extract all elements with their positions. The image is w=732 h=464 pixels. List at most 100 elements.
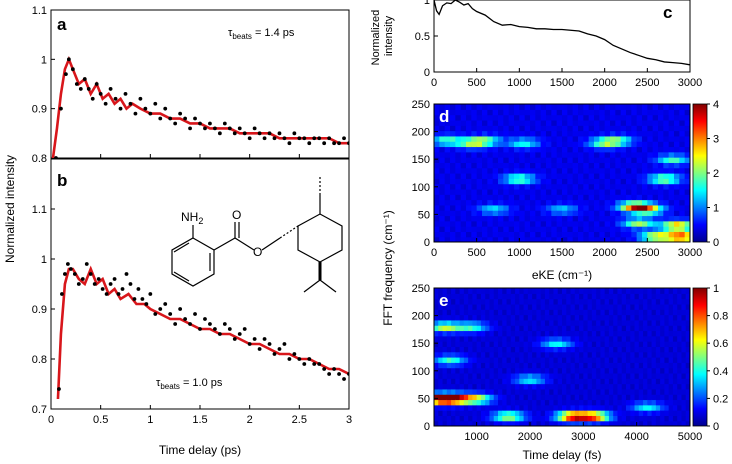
heatmap-cell (466, 178, 472, 185)
heatmap-cell (463, 357, 469, 363)
heatmap-cell (642, 194, 648, 201)
heatmap-cell (536, 399, 542, 406)
heatmap-cell (658, 157, 664, 163)
heatmap-cell (482, 151, 488, 158)
heatmap-cell (482, 141, 488, 148)
heatmap-cell (626, 114, 632, 121)
heatmap-cell (562, 162, 568, 169)
heatmap-cell (439, 178, 446, 185)
heatmap-cell (498, 183, 504, 190)
heatmap-cell (508, 236, 515, 242)
heatmap-cell (572, 114, 579, 121)
heatmap-cell (647, 341, 653, 347)
heatmap-cell (556, 109, 563, 116)
heatmap-cell (455, 167, 462, 174)
heatmap-cell (572, 130, 579, 137)
heatmap-cell (643, 410, 648, 416)
heatmap-cell (672, 288, 678, 294)
heatmap-cell (668, 178, 675, 185)
heatmap-cell (503, 109, 510, 116)
heatmap-cell (679, 162, 686, 169)
heatmap-cell (482, 162, 488, 169)
data-point (84, 262, 89, 266)
heatmap-cell (677, 330, 683, 337)
heatmap-cell (615, 231, 622, 238)
heatmap-cell (604, 119, 611, 126)
heatmap-cell (630, 330, 636, 337)
heatmap-cell (574, 388, 580, 395)
heatmap-cell (647, 125, 654, 132)
heatmap-cell (466, 119, 472, 126)
heatmap-cell (583, 388, 589, 395)
heatmap-cell (492, 204, 499, 211)
heatmap-cell (476, 372, 482, 379)
heatmap-cell (600, 372, 606, 379)
heatmap-cell (591, 388, 597, 395)
heatmap-cell (489, 357, 495, 363)
heatmap-cell (610, 146, 616, 153)
heatmap-cell (570, 298, 576, 305)
heatmap-cell (668, 410, 674, 416)
heatmap-cell (514, 231, 520, 238)
heatmap-cell (492, 215, 499, 222)
y-tick-label: 0 (424, 237, 430, 249)
heatmap-cell (553, 357, 559, 363)
heatmap-cell (660, 394, 665, 401)
heatmap-cell (626, 383, 631, 390)
heatmap-cell (660, 388, 665, 395)
heatmap-cell (519, 335, 525, 342)
heatmap-cell (599, 226, 606, 232)
heatmap-cell (613, 303, 619, 310)
heatmap-cell (506, 383, 512, 390)
heatmap-cell (492, 236, 499, 242)
heatmap-cell (583, 114, 590, 121)
heatmap-cell (519, 141, 526, 148)
y-tick-label: 100 (412, 182, 430, 194)
heatmap-cell (642, 125, 648, 132)
heatmap-cell (450, 119, 456, 126)
heatmap-cell (485, 303, 491, 310)
data-point (213, 126, 217, 131)
heatmap-cell (489, 383, 495, 390)
heatmap-cell (579, 335, 584, 342)
heatmap-cell (572, 151, 579, 158)
heatmap-cell (594, 204, 600, 211)
heatmap-cell (588, 183, 595, 190)
heatmap-cell (684, 157, 690, 163)
heatmap-cell (634, 314, 640, 321)
y-tick-label: 1.1 (32, 204, 47, 216)
heatmap-cell (556, 141, 563, 148)
heatmap-cell (523, 341, 529, 347)
heatmap-cell (643, 394, 648, 401)
heatmap-cell (455, 141, 462, 148)
heatmap-cell (551, 188, 558, 195)
heatmap-cell (536, 303, 542, 310)
heatmap-cell (434, 236, 440, 242)
heatmap-cell (599, 167, 606, 174)
heatmap-cell (476, 141, 483, 148)
heatmap-cell (556, 114, 563, 121)
heatmap-cell (532, 303, 537, 310)
heatmap-cell (523, 362, 529, 369)
heatmap-cell (574, 341, 580, 347)
heatmap-cell (570, 383, 576, 390)
heatmap-cell (482, 215, 488, 222)
heatmap-cell (485, 346, 491, 353)
heatmap-cell (664, 303, 670, 310)
heatmap-cell (587, 303, 593, 310)
heatmap-cell (544, 372, 550, 379)
heatmap-cell (502, 399, 508, 406)
data-point (347, 372, 349, 376)
heatmap-cell (442, 404, 448, 411)
heatmap-cell (557, 388, 563, 395)
heatmap-cell (544, 293, 550, 300)
heatmap-cell (530, 167, 536, 174)
heatmap-cell (599, 146, 606, 153)
heatmap-cell (438, 388, 444, 395)
heatmap-cell (549, 351, 555, 358)
heatmap-cell (626, 215, 632, 222)
heatmap-cell (604, 125, 611, 132)
heatmap-cell (630, 399, 636, 406)
heatmap-cell (638, 362, 644, 369)
heatmap-cell (446, 293, 452, 300)
